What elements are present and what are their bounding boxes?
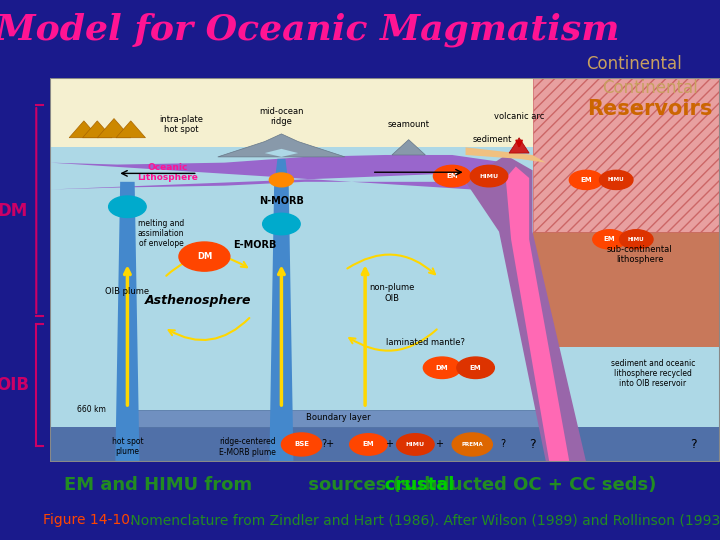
Circle shape — [397, 434, 434, 455]
Text: +: + — [435, 440, 443, 449]
Polygon shape — [505, 166, 570, 462]
Text: EM: EM — [469, 364, 482, 371]
Circle shape — [452, 433, 492, 456]
Text: volcanic arc: volcanic arc — [494, 112, 544, 121]
Text: BSE: BSE — [294, 441, 309, 448]
Text: DM: DM — [436, 364, 449, 371]
Text: EM: EM — [603, 237, 616, 242]
Text: EM: EM — [363, 441, 374, 448]
Text: ?+: ?+ — [322, 440, 335, 449]
Polygon shape — [265, 149, 298, 157]
Polygon shape — [466, 155, 586, 462]
Text: Reservoirs: Reservoirs — [587, 99, 712, 119]
Circle shape — [600, 170, 633, 190]
Circle shape — [269, 173, 294, 187]
Text: ?: ? — [500, 440, 505, 449]
Circle shape — [470, 165, 508, 187]
Circle shape — [350, 434, 387, 455]
Text: OIB plume: OIB plume — [105, 287, 150, 295]
Polygon shape — [392, 140, 426, 155]
Polygon shape — [50, 147, 720, 462]
Polygon shape — [83, 121, 112, 138]
Polygon shape — [97, 119, 131, 138]
Text: DM: DM — [197, 252, 212, 261]
Text: mid-ocean
ridge: mid-ocean ridge — [259, 107, 304, 126]
Polygon shape — [533, 78, 720, 232]
Text: non-plume
OIB: non-plume OIB — [369, 284, 415, 303]
Polygon shape — [116, 121, 145, 138]
Text: HIMU: HIMU — [608, 178, 624, 183]
Text: OIB: OIB — [0, 376, 29, 394]
Circle shape — [282, 433, 322, 456]
Text: DM: DM — [0, 201, 28, 220]
Circle shape — [433, 165, 471, 187]
Text: melting and
assimilation
of envelope: melting and assimilation of envelope — [138, 219, 184, 248]
Text: Nomenclature from Zindler and Hart (1986). After Wilson (1989) and Rollinson (19: Nomenclature from Zindler and Hart (1986… — [126, 514, 720, 528]
Text: EM: EM — [580, 177, 592, 183]
Polygon shape — [50, 155, 533, 193]
Text: HIMU: HIMU — [628, 237, 644, 242]
Text: EM: EM — [446, 173, 458, 179]
Polygon shape — [69, 121, 99, 138]
Text: E-MORB: E-MORB — [233, 240, 276, 250]
Circle shape — [570, 170, 603, 190]
Text: HIMU: HIMU — [406, 442, 425, 447]
Text: crustal: crustal — [266, 476, 454, 494]
Polygon shape — [466, 147, 546, 163]
Text: A Model for Oceanic Magmatism: A Model for Oceanic Magmatism — [0, 12, 620, 47]
Text: sediment and oceanic
lithosphere recycled
into OIB reservoir: sediment and oceanic lithosphere recycle… — [611, 359, 696, 388]
Text: seamount: seamount — [387, 120, 430, 129]
Circle shape — [263, 213, 300, 235]
Text: Continental: Continental — [586, 55, 681, 73]
Text: ?: ? — [690, 438, 696, 451]
Polygon shape — [269, 182, 294, 462]
Text: Asthenosphere: Asthenosphere — [145, 294, 251, 307]
Text: hot spot
plume: hot spot plume — [112, 437, 143, 456]
Circle shape — [109, 196, 146, 218]
Circle shape — [593, 230, 626, 249]
Text: HIMU: HIMU — [480, 173, 498, 179]
Text: +: + — [384, 440, 392, 449]
Polygon shape — [117, 410, 546, 427]
Polygon shape — [509, 138, 529, 153]
Text: sediment: sediment — [472, 135, 512, 144]
Circle shape — [423, 357, 461, 379]
Text: sub-continental
lithosphere: sub-continental lithosphere — [607, 245, 672, 265]
Polygon shape — [50, 427, 720, 462]
Text: N-MORB: N-MORB — [259, 196, 304, 206]
Polygon shape — [50, 78, 720, 147]
Text: Oceanic
Lithosphere: Oceanic Lithosphere — [137, 163, 198, 182]
Text: Figure 14-10.: Figure 14-10. — [43, 514, 135, 528]
Text: PREMA: PREMA — [462, 442, 483, 447]
Polygon shape — [533, 232, 720, 347]
Text: 660 km: 660 km — [77, 406, 106, 414]
Circle shape — [179, 242, 230, 271]
Text: EM and HIMU from         sources (subducted OC + CC seds): EM and HIMU from sources (subducted OC +… — [64, 476, 656, 494]
Polygon shape — [218, 134, 345, 157]
Text: Boundary layer: Boundary layer — [306, 413, 371, 422]
Text: ?: ? — [529, 438, 536, 451]
Polygon shape — [115, 182, 140, 462]
Text: ridge-centered
E-MORB plume: ridge-centered E-MORB plume — [220, 437, 276, 457]
Circle shape — [457, 357, 495, 379]
Text: Continental: Continental — [602, 79, 698, 97]
Circle shape — [619, 230, 653, 249]
Polygon shape — [275, 159, 288, 182]
Text: intra-plate
hot spot: intra-plate hot spot — [159, 114, 203, 134]
Text: laminated mantle?: laminated mantle? — [386, 339, 465, 347]
